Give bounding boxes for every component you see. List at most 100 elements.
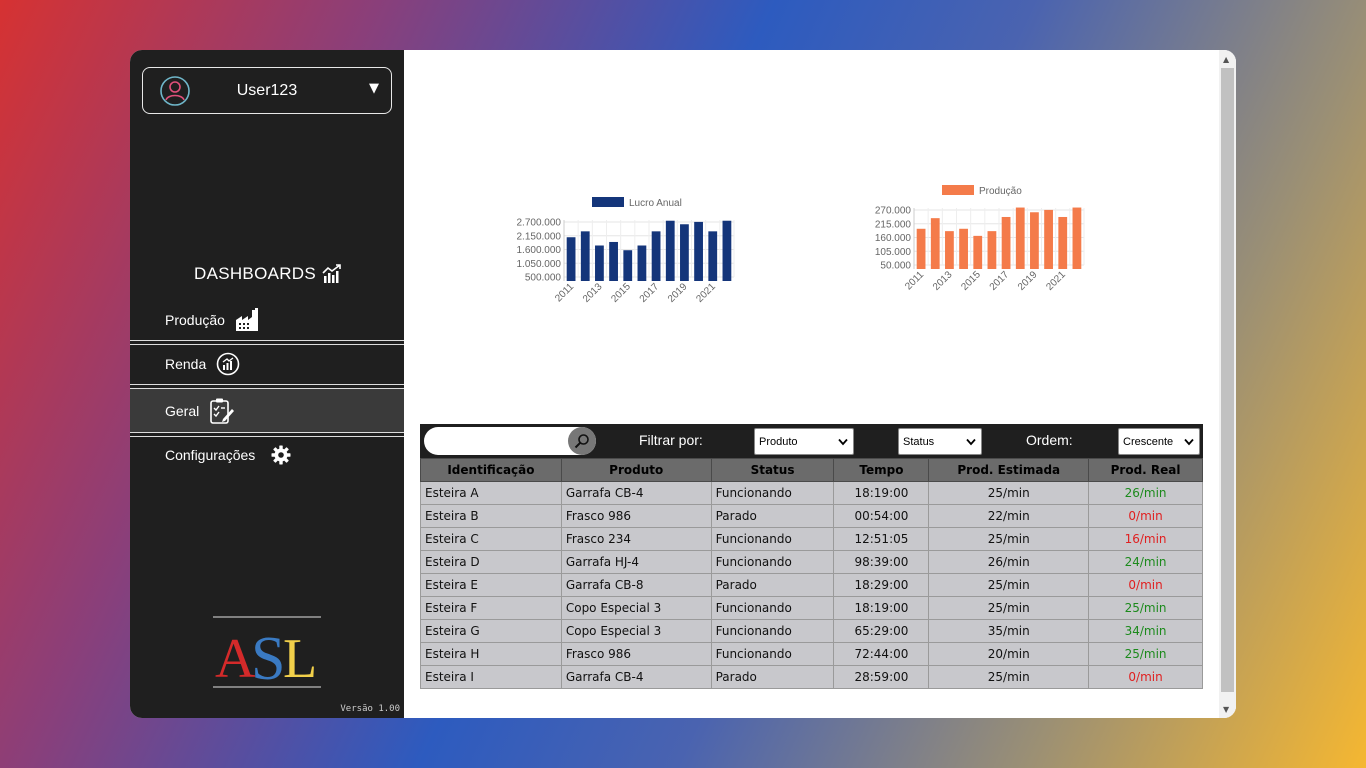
table-cell: Esteira G xyxy=(420,619,562,643)
bar-2011[interactable] xyxy=(916,228,926,269)
bar-2022[interactable] xyxy=(722,220,732,281)
sidebar-item-label: Geral xyxy=(165,402,200,419)
bar-2011[interactable] xyxy=(566,237,576,281)
bar-2014[interactable] xyxy=(609,241,618,281)
table-cell: 18:19:00 xyxy=(833,481,930,505)
table-header-row: Identificação Produto Status Tempo Prod.… xyxy=(420,458,1203,482)
table-cell: 25/min xyxy=(928,573,1090,597)
sidebar-item-renda[interactable]: Renda xyxy=(130,344,404,384)
table-cell: Esteira C xyxy=(420,527,562,551)
table-row[interactable]: Esteira B Frasco 986 Parado 00:54:00 22/min 0… xyxy=(420,504,1203,528)
vertical-scrollbar[interactable]: ▲ ▼ xyxy=(1219,50,1236,718)
legend-swatch xyxy=(592,197,624,207)
sidebar-item-producao[interactable]: Produção xyxy=(130,300,404,340)
dashboards-title: DASHBOARDS xyxy=(194,264,342,284)
caret-down-icon[interactable]: ▼ xyxy=(369,81,379,96)
y-tick-label: 50.000 xyxy=(880,261,911,272)
header-prod-estimada[interactable]: Prod. Estimada xyxy=(928,458,1090,482)
table-cell: Funcionando xyxy=(710,619,835,643)
bar-2017[interactable] xyxy=(1001,216,1011,269)
table-cell: Esteira I xyxy=(420,665,562,689)
chevron-down-icon xyxy=(838,437,848,449)
user-avatar-icon xyxy=(160,76,190,106)
scroll-down-icon[interactable]: ▼ xyxy=(1223,705,1230,714)
status-select-value: Status xyxy=(903,435,935,448)
product-select-value: Produto xyxy=(759,435,798,448)
header-tempo[interactable]: Tempo xyxy=(833,458,930,482)
table-row[interactable]: Esteira D Garrafa HJ-4 Funcionando 98:39:00… xyxy=(420,550,1203,574)
bar-2013[interactable] xyxy=(945,231,954,269)
bar-2013[interactable] xyxy=(595,245,604,282)
table-cell: 22/min xyxy=(928,504,1090,528)
header-produto[interactable]: Produto xyxy=(560,458,712,482)
table-row[interactable]: Esteira C Frasco 234 Funcionando 12:51:05 25… xyxy=(420,527,1203,551)
bar-2015[interactable] xyxy=(973,235,983,269)
bar-2012[interactable] xyxy=(580,231,590,281)
table-cell: 25/min xyxy=(928,527,1090,551)
table-row[interactable]: Esteira I Garrafa CB-4 Parado 28:59:00 25/mi… xyxy=(420,665,1203,689)
search-input[interactable] xyxy=(424,427,564,455)
table-cell: Esteira B xyxy=(420,504,562,528)
table-cell: 25/min xyxy=(928,665,1090,689)
header-status[interactable]: Status xyxy=(710,458,835,482)
header-prod-real[interactable]: Prod. Real xyxy=(1088,458,1203,482)
bar-2021[interactable] xyxy=(1058,216,1068,269)
table-cell: 26/min xyxy=(928,550,1090,574)
bar-2015[interactable] xyxy=(623,250,633,281)
table-cell: 12:51:05 xyxy=(833,527,930,551)
table-cell: Garrafa CB-4 xyxy=(560,481,712,505)
app-window: User123 ▼ DASHBOARDS Produção xyxy=(130,50,1236,718)
table-cell: 20/min xyxy=(928,642,1090,666)
bar-2016[interactable] xyxy=(987,231,997,269)
bar-2018[interactable] xyxy=(665,220,675,281)
legend-swatch xyxy=(942,185,974,195)
status-select[interactable]: Status xyxy=(898,428,982,455)
search-button[interactable] xyxy=(568,427,596,455)
table-cell: Copo Especial 3 xyxy=(560,619,712,643)
bar-2020[interactable] xyxy=(694,221,703,281)
table-cell: Parado xyxy=(710,665,835,689)
version-label: Versão 1.00 xyxy=(340,704,400,714)
table-cell: Funcionando xyxy=(710,527,835,551)
table-cell: 16/min xyxy=(1088,527,1203,551)
sidebar-item-geral[interactable]: Geral xyxy=(130,389,404,432)
bar-2012[interactable] xyxy=(930,218,940,269)
bar-2019[interactable] xyxy=(1030,212,1039,269)
table-cell: Garrafa CB-8 xyxy=(560,573,712,597)
product-select[interactable]: Produto xyxy=(754,428,854,455)
table-row[interactable]: Esteira G Copo Especial 3 Funcionando 65:29… xyxy=(420,619,1203,643)
svg-text:S: S xyxy=(251,625,285,689)
table-cell: 18:29:00 xyxy=(833,573,930,597)
bar-2017[interactable] xyxy=(651,231,661,281)
order-select[interactable]: Crescente xyxy=(1118,428,1200,455)
search-box xyxy=(424,427,596,455)
table-row[interactable]: Esteira H Frasco 986 Funcionando 72:44:00 20… xyxy=(420,642,1203,666)
bar-2018[interactable] xyxy=(1015,207,1025,269)
table-row[interactable]: Esteira A Garrafa CB-4 Funcionando 18:19:00… xyxy=(420,481,1203,505)
bar-2016[interactable] xyxy=(637,245,647,282)
table-cell: Funcionando xyxy=(710,642,835,666)
x-tick-label: 2021 xyxy=(694,281,718,305)
sidebar-item-label: Renda xyxy=(165,356,207,372)
bar-2022[interactable] xyxy=(1072,207,1082,269)
bar-2020[interactable] xyxy=(1044,209,1053,269)
table-row[interactable]: Esteira F Copo Especial 3 Funcionando 18:19… xyxy=(420,596,1203,620)
search-icon xyxy=(574,434,589,449)
bar-2014[interactable] xyxy=(959,228,968,269)
bar-2019[interactable] xyxy=(680,224,689,281)
filter-toolbar: Filtrar por: Produto Status Ordem: Cresc… xyxy=(420,424,1203,458)
filter-label: Filtrar por: xyxy=(639,432,703,448)
chart-up-icon xyxy=(322,264,341,283)
sidebar-item-configuracoes[interactable]: Configurações xyxy=(130,435,404,475)
table-row[interactable]: Esteira E Garrafa CB-8 Parado 18:29:00 25/mi… xyxy=(420,573,1203,597)
scroll-thumb[interactable] xyxy=(1221,68,1234,692)
y-tick-label: 1.050.000 xyxy=(517,259,562,270)
table-cell: 00:54:00 xyxy=(833,504,930,528)
table-cell: 35/min xyxy=(928,619,1090,643)
scroll-up-icon[interactable]: ▲ xyxy=(1223,55,1230,64)
user-dropdown[interactable]: User123 ▼ xyxy=(142,67,392,114)
header-identificacao[interactable]: Identificação xyxy=(420,458,562,482)
producao-chart: Produção 270.000 215.000 160.000 105.000 50.0… xyxy=(875,185,1085,293)
bar-2021[interactable] xyxy=(708,231,718,281)
svg-text:A: A xyxy=(215,628,256,689)
